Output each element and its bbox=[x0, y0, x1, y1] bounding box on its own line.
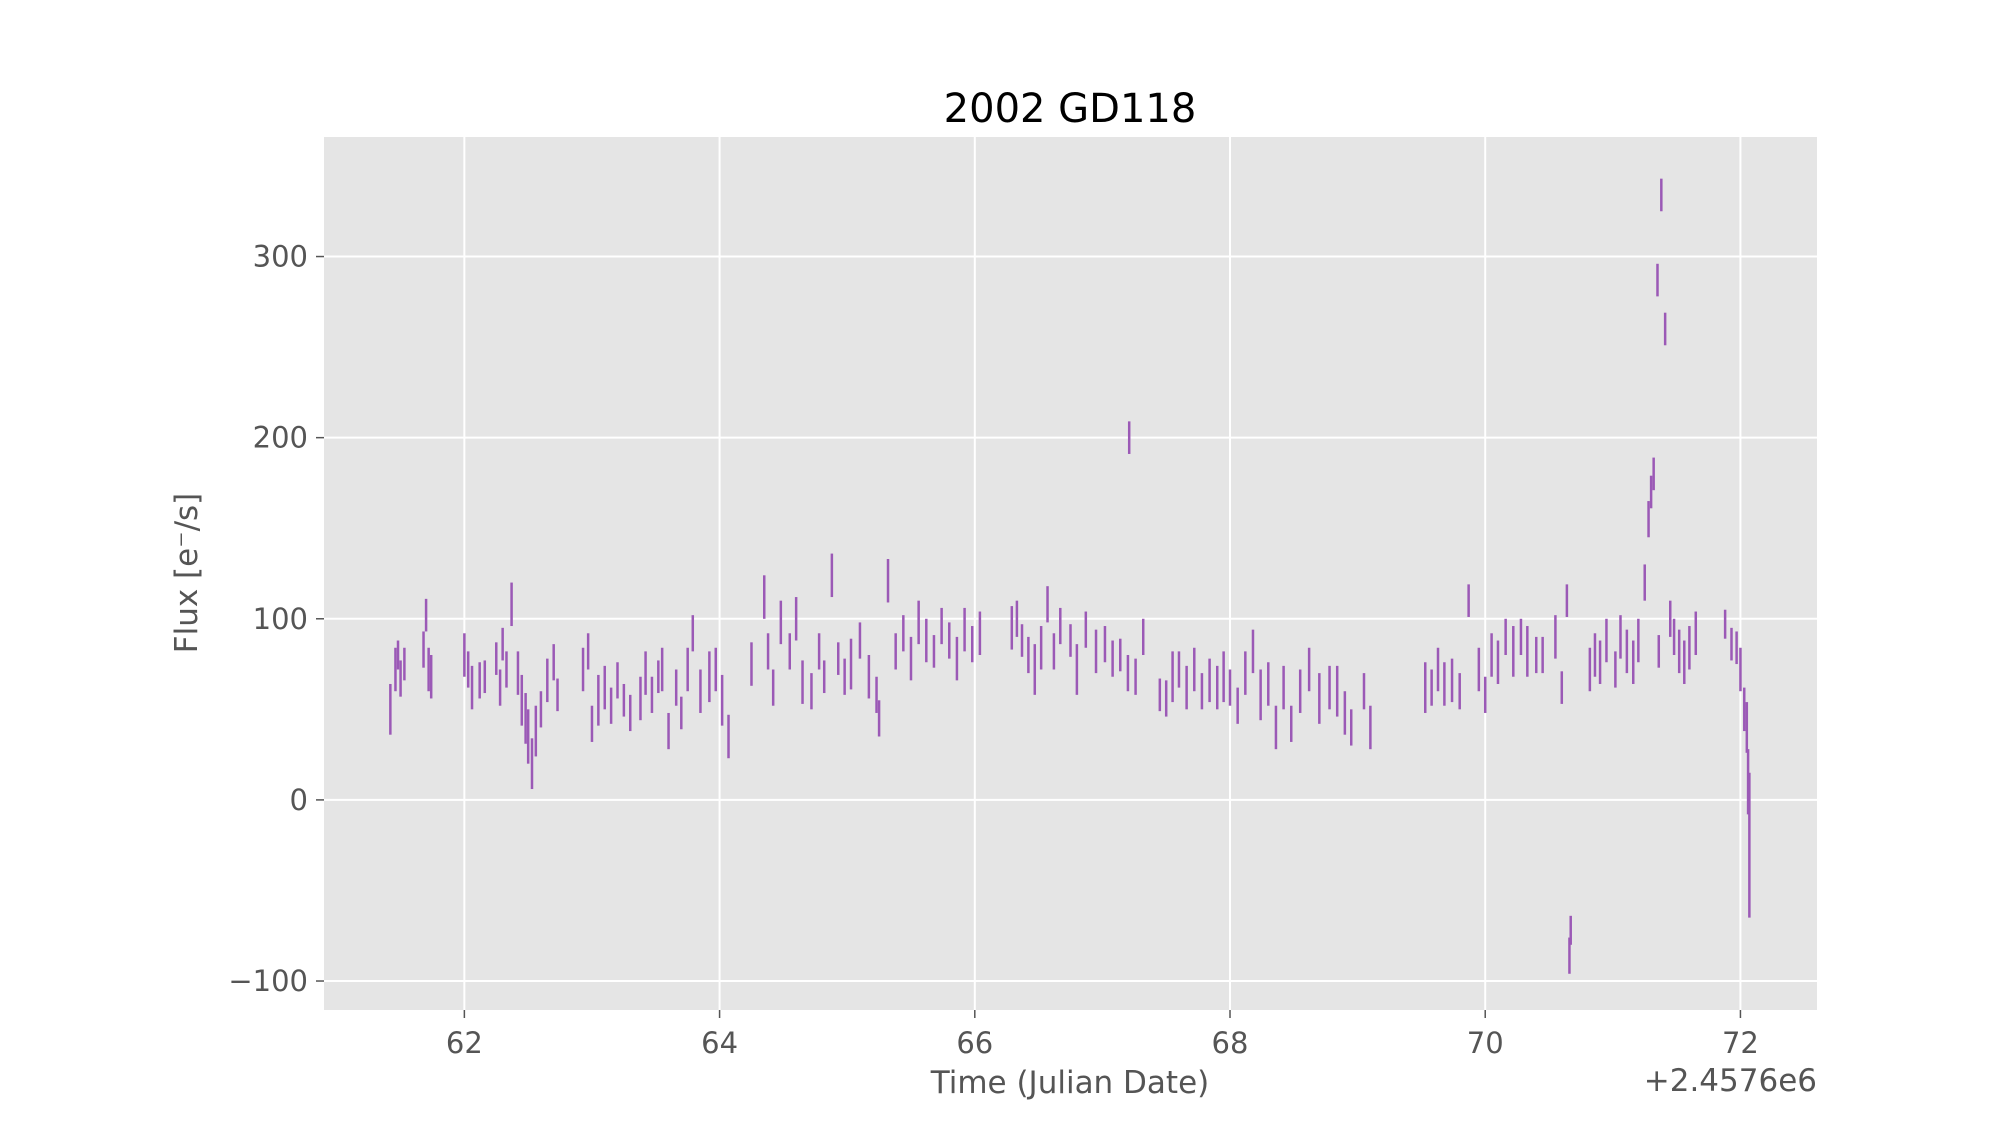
x-tick-label: 62 bbox=[446, 1026, 483, 1060]
x-ticks: 62 64 66 68 70 72 bbox=[446, 1010, 1759, 1060]
y-tick-label: 100 bbox=[253, 602, 308, 636]
y-tick-label: 200 bbox=[253, 421, 308, 455]
x-axis-label: Time (Julian Date) bbox=[930, 1065, 1210, 1101]
x-tick-label: 68 bbox=[1212, 1026, 1249, 1060]
y-tick-label: 300 bbox=[253, 240, 308, 274]
grid bbox=[324, 137, 1817, 1010]
x-tick-label: 70 bbox=[1467, 1026, 1504, 1060]
x-tick-label: 66 bbox=[956, 1026, 993, 1060]
y-tick-label: −100 bbox=[228, 964, 308, 998]
y-axis-label: Flux [e⁻/s] bbox=[169, 493, 205, 654]
x-tick-label: 64 bbox=[701, 1026, 738, 1060]
plot-background bbox=[324, 137, 1817, 1010]
y-ticks: −100 0 100 200 300 bbox=[228, 240, 324, 998]
error-bars bbox=[389, 178, 1751, 974]
chart-title: 2002 GD118 bbox=[944, 86, 1197, 132]
x-tick-label: 72 bbox=[1722, 1026, 1759, 1060]
x-offset-label: +2.4576e6 bbox=[1644, 1063, 1817, 1099]
y-tick-label: 0 bbox=[290, 783, 308, 817]
